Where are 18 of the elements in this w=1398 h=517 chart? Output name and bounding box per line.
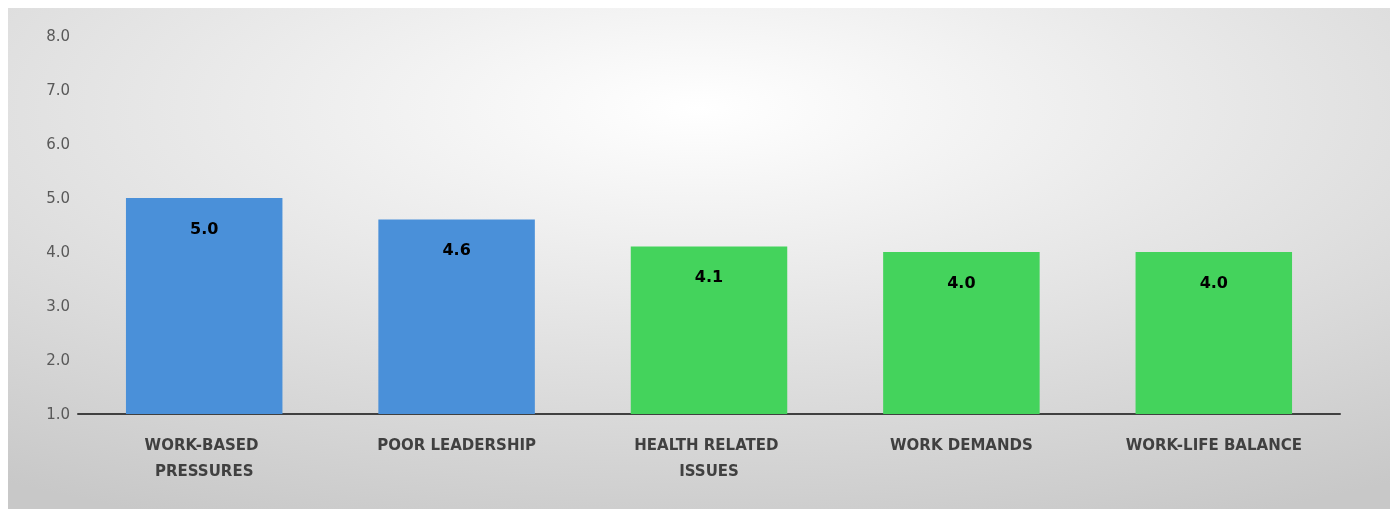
data-label: 4.0 bbox=[1199, 272, 1228, 292]
x-tick-label: WORK-BASED PRESSURES bbox=[144, 436, 264, 480]
data-label: 4.1 bbox=[694, 267, 724, 287]
x-tick-label: WORK-LIFE BALANCE bbox=[1125, 436, 1302, 454]
data-label: 4.0 bbox=[947, 272, 976, 292]
x-tick-label: WORK DEMANDS bbox=[890, 436, 1033, 454]
y-tick-label: 2.0 bbox=[46, 351, 70, 369]
y-tick-label: 6.0 bbox=[46, 135, 70, 153]
y-tick-label: 4.0 bbox=[46, 243, 70, 261]
data-label: 5.0 bbox=[190, 218, 219, 238]
y-tick-label: 8.0 bbox=[46, 27, 70, 45]
x-tick-label: POOR LEADERSHIP bbox=[377, 436, 537, 454]
y-tick-label: 7.0 bbox=[46, 81, 70, 99]
y-tick-label: 3.0 bbox=[46, 297, 70, 315]
y-tick-label: 1.0 bbox=[46, 405, 70, 423]
x-tick-label: HEALTH RELATED ISSUES bbox=[634, 436, 784, 480]
data-label: 4.6 bbox=[442, 240, 471, 260]
y-tick-label: 5.0 bbox=[46, 189, 70, 207]
